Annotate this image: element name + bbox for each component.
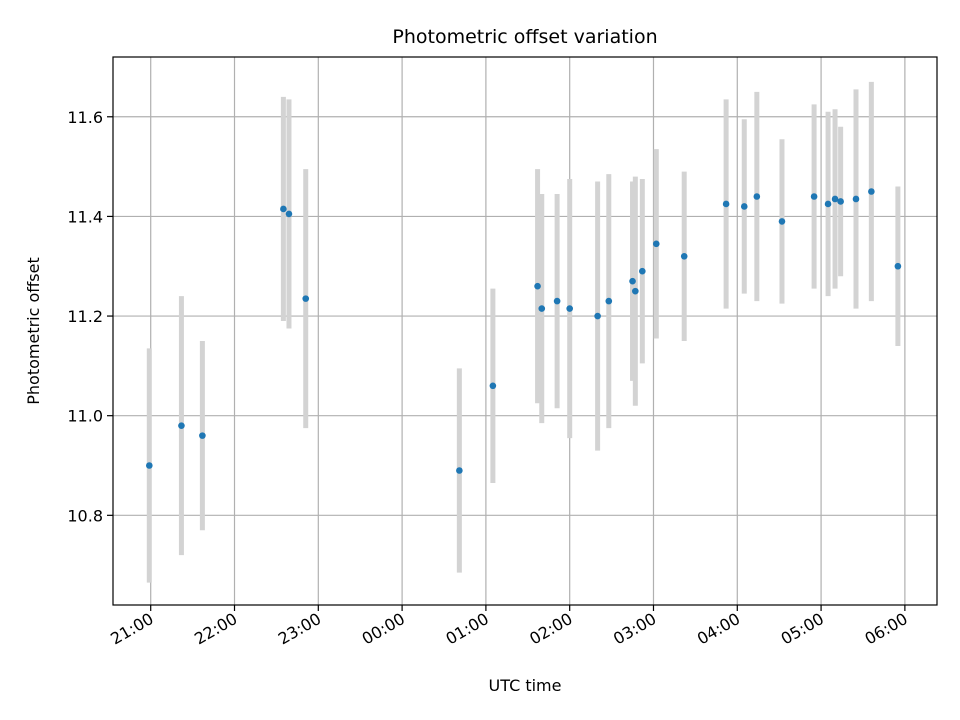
y-tick-label: 11.2 bbox=[67, 307, 103, 326]
data-point bbox=[632, 287, 639, 295]
data-point bbox=[810, 193, 818, 200]
x-tick-label: 01:00 bbox=[442, 609, 491, 649]
x-tick-label: 02:00 bbox=[526, 609, 575, 649]
y-tick-label: 11.4 bbox=[67, 207, 103, 226]
data-points bbox=[146, 188, 902, 474]
x-axis-label: UTC time bbox=[489, 676, 562, 695]
data-point bbox=[894, 262, 902, 270]
y-axis-ticks: 10.8 11.0 11.2 11.4 11.6 bbox=[67, 108, 113, 525]
plot-frame bbox=[112, 56, 938, 606]
data-point bbox=[722, 200, 730, 208]
data-point bbox=[605, 297, 613, 305]
x-tick-label: 03:00 bbox=[610, 609, 659, 649]
data-point bbox=[831, 195, 839, 203]
x-tick-label: 05:00 bbox=[778, 609, 827, 649]
data-point bbox=[868, 188, 875, 195]
data-point bbox=[285, 210, 293, 218]
data-point bbox=[753, 193, 761, 200]
data-point bbox=[302, 295, 310, 302]
data-point bbox=[534, 282, 541, 290]
y-tick-label: 11.6 bbox=[67, 108, 103, 127]
data-point bbox=[740, 203, 748, 210]
data-point bbox=[778, 218, 786, 225]
x-tick-label: 06:00 bbox=[861, 609, 910, 649]
data-point bbox=[594, 312, 601, 320]
data-point bbox=[639, 267, 646, 275]
data-point bbox=[280, 205, 287, 213]
data-point bbox=[852, 195, 860, 203]
x-tick-label: 00:00 bbox=[359, 609, 408, 649]
x-tick-label: 21:00 bbox=[107, 609, 156, 649]
data-point bbox=[680, 252, 688, 260]
data-point bbox=[553, 297, 561, 305]
x-axis-ticks: 21:00 22:00 23:00 00:00 01:00 02:00 03:00 04:00… bbox=[107, 605, 911, 649]
y-tick-label: 10.8 bbox=[67, 506, 103, 525]
x-tick-label: 22:00 bbox=[191, 609, 240, 649]
chart-title: Photometric offset variation bbox=[392, 26, 657, 48]
data-point bbox=[456, 467, 463, 474]
x-tick-label: 04:00 bbox=[694, 609, 743, 649]
y-tick-label: 11.0 bbox=[67, 407, 103, 426]
data-point bbox=[824, 200, 832, 208]
x-tick-label: 23:00 bbox=[275, 609, 324, 649]
data-point bbox=[146, 462, 153, 469]
data-point bbox=[629, 277, 636, 285]
y-axis-label: Photometric offset bbox=[24, 257, 43, 405]
data-point bbox=[489, 382, 497, 390]
data-point bbox=[178, 422, 185, 429]
data-point bbox=[652, 240, 660, 248]
data-point bbox=[199, 432, 206, 439]
data-point bbox=[837, 198, 844, 205]
error-bars bbox=[146, 81, 901, 583]
data-point bbox=[566, 305, 573, 312]
data-point bbox=[538, 305, 546, 312]
